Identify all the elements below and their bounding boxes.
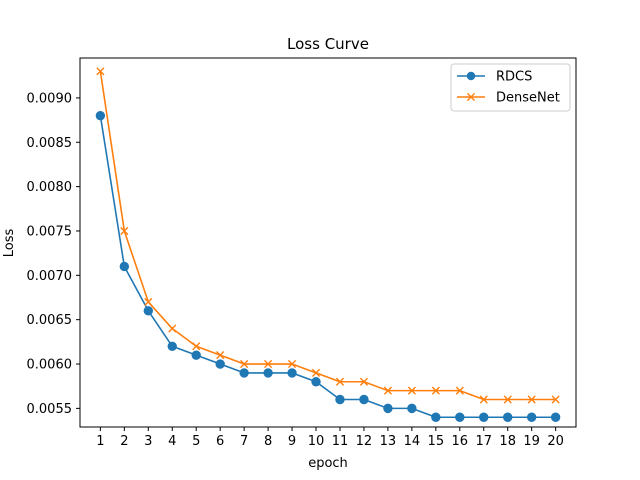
data-point-rdcs: [479, 412, 489, 422]
x-tick-label: 15: [428, 434, 445, 449]
y-axis-title: Loss: [2, 229, 17, 258]
plot-area: 1 2 3 4 5 6 7 8 9 10 11 12 13 14 15 16 17 18 19 200.00550.0…: [27, 67, 564, 449]
data-point-rdcs: [119, 261, 130, 272]
x-tick-label: 4: [168, 434, 176, 449]
x-tick-label: 17: [475, 434, 492, 449]
y-tick-label: 0.0070: [27, 269, 73, 284]
data-point-densenet: [144, 297, 153, 307]
data-point-rdcs: [215, 359, 225, 369]
x-tick-label: 20: [547, 434, 564, 449]
data-point-rdcs: [191, 350, 201, 360]
x-tick-label: 3: [144, 434, 152, 449]
data-point-densenet: [359, 377, 369, 386]
data-point-rdcs: [287, 368, 297, 378]
x-axis-title: epoch: [308, 456, 348, 471]
data-point-rdcs: [407, 403, 417, 414]
data-point-densenet: [335, 377, 345, 386]
data-point-rdcs: [311, 377, 321, 387]
y-tick-label: 0.0055: [27, 402, 73, 417]
data-point-densenet: [407, 386, 416, 395]
x-tick-label: 11: [332, 434, 349, 449]
y-tick-label: 0.0075: [27, 224, 73, 239]
data-point-densenet: [551, 395, 560, 404]
data-point-rdcs: [503, 412, 513, 422]
x-tick-label: 8: [264, 434, 272, 449]
data-point-rdcs: [359, 394, 369, 405]
data-point-densenet: [120, 226, 129, 236]
legend-label-densenet: DenseNet: [496, 91, 560, 106]
x-tick-label: 19: [523, 434, 540, 449]
data-point-densenet: [431, 386, 440, 395]
data-point-densenet: [527, 395, 536, 404]
data-point-densenet: [264, 359, 273, 369]
data-point-densenet: [503, 395, 512, 404]
series-line-densenet: [99, 71, 556, 401]
data-point-densenet: [192, 342, 201, 351]
x-tick-label: 16: [452, 434, 469, 449]
data-point-rdcs: [239, 368, 249, 378]
data-point-rdcs: [526, 412, 537, 422]
legend-marker-rdcs: [466, 71, 476, 81]
x-tick-label: 1: [96, 434, 104, 449]
y-tick-label: 0.0080: [27, 180, 73, 195]
y-tick-label: 0.0090: [27, 91, 73, 106]
data-point-densenet: [383, 386, 392, 395]
legend-label-rdcs: RDCS: [496, 70, 532, 85]
legend-marker-densenet: [466, 92, 476, 102]
y-tick-label: 0.0065: [27, 313, 73, 328]
x-tick-label: 12: [356, 434, 373, 449]
data-point-densenet: [455, 386, 464, 395]
data-point-densenet: [311, 368, 321, 377]
data-point-rdcs: [143, 306, 153, 316]
data-point-rdcs: [455, 412, 465, 422]
x-tick-label: 5: [192, 434, 200, 449]
data-point-rdcs: [550, 412, 561, 422]
data-point-densenet: [168, 324, 177, 333]
data-point-rdcs: [167, 341, 177, 351]
data-point-densenet: [240, 359, 249, 369]
x-tick-label: 6: [216, 434, 224, 449]
data-point-densenet: [287, 359, 297, 369]
x-tick-label: 18: [499, 434, 516, 449]
x-tick-label: 10: [308, 434, 325, 449]
y-tick-label: 0.0060: [27, 358, 73, 373]
data-point-densenet: [479, 395, 488, 404]
legend: RDCS DenseNet: [450, 63, 571, 112]
data-point-rdcs: [95, 110, 106, 121]
y-tick-label: 0.0085: [27, 136, 73, 151]
data-point-rdcs: [383, 403, 393, 414]
data-point-rdcs: [335, 394, 345, 405]
axes-frame: [79, 57, 577, 428]
data-point-densenet: [96, 67, 105, 76]
x-tick-label: 13: [380, 434, 397, 449]
x-tick-label: 9: [288, 434, 296, 449]
data-point-rdcs: [263, 368, 273, 378]
chart-title: Loss Curve: [287, 35, 369, 53]
data-point-rdcs: [431, 412, 441, 422]
x-tick-label: 7: [240, 434, 248, 449]
x-tick-label: 14: [404, 434, 421, 449]
data-point-densenet: [216, 351, 225, 360]
x-tick-label: 2: [120, 434, 128, 449]
